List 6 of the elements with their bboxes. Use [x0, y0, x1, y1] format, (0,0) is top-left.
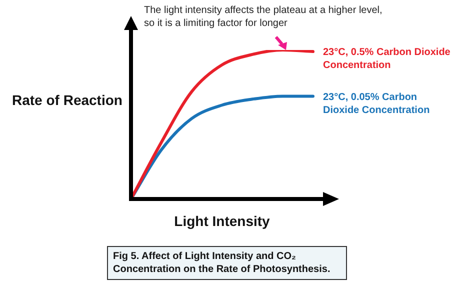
text: Fig 5. Affect of Light Intensity and CO₂ Concentration on the Rate of Photosynthesis.: [107, 246, 347, 280]
x-axis-title: Light Intensity: [173, 213, 271, 229]
y-axis-title: Rate of Reaction: [12, 92, 122, 108]
series-label: 23°C, 0.05% Carbon Dioxide Concentration: [323, 92, 430, 116]
text: The light intensity affects the plateau at a higher level, so it is a limiting factor for longer: [144, 4, 384, 30]
series-label: 23°C, 0.5% Carbon Dioxide Concentration: [323, 47, 451, 72]
